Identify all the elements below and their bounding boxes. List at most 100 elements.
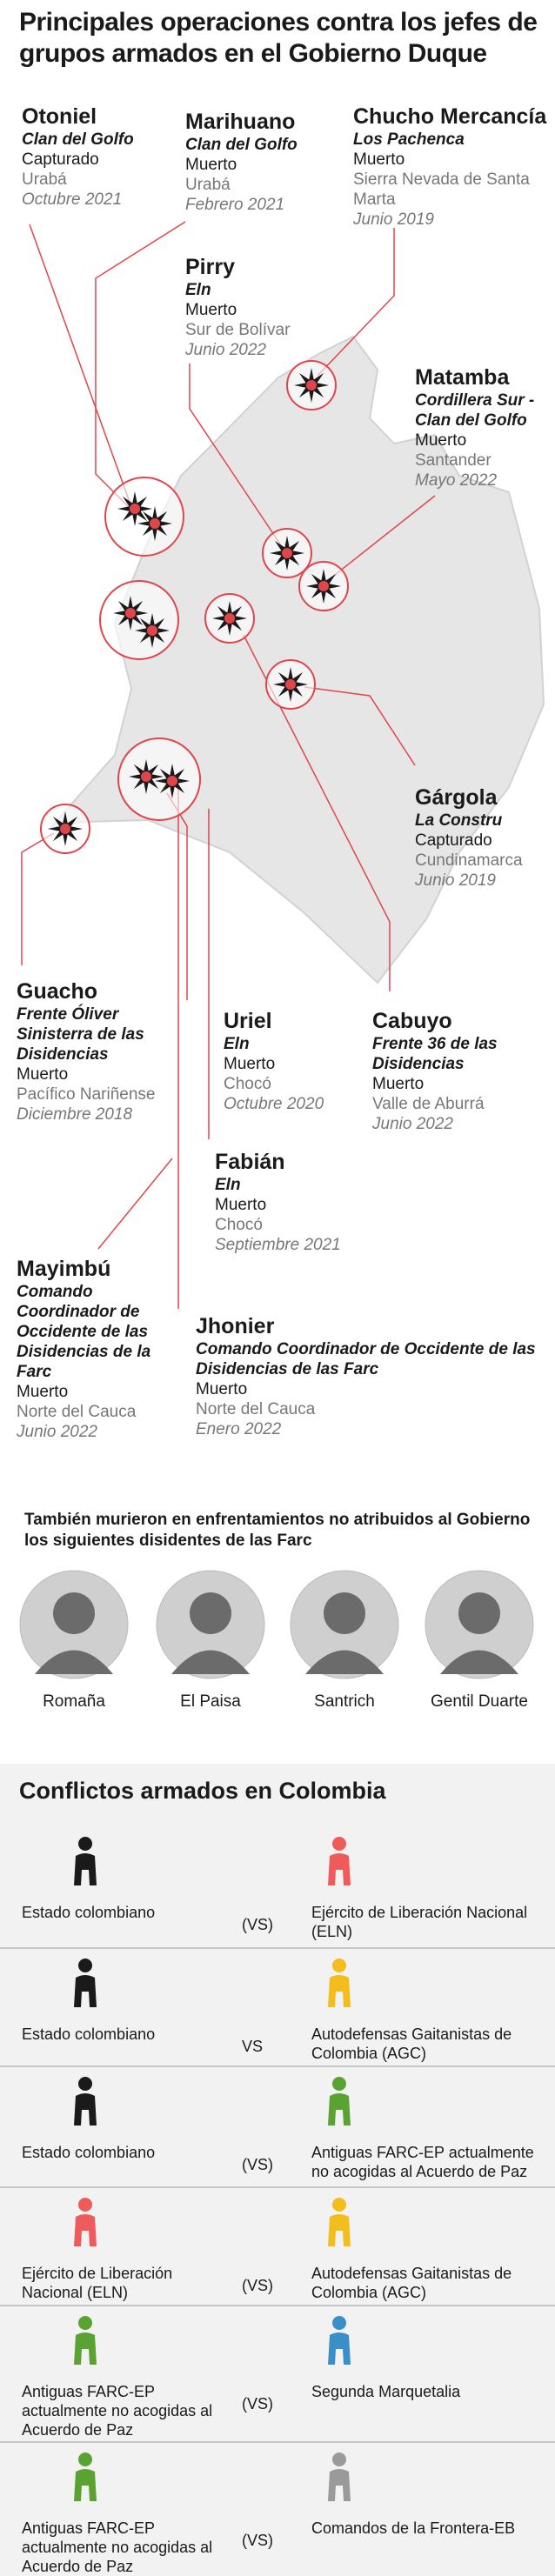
actor-icon bbox=[74, 2198, 97, 2246]
place: Chocó bbox=[224, 1075, 271, 1093]
place: Cundinamarca bbox=[415, 851, 523, 870]
operation: Fabián Eln Muerto Chocó Septiembre 2021 bbox=[215, 1149, 371, 1255]
marker-center bbox=[285, 679, 296, 690]
place: Santander bbox=[415, 451, 491, 470]
status: Muerto bbox=[353, 150, 405, 169]
status: Muerto bbox=[185, 156, 237, 174]
map bbox=[21, 221, 545, 1309]
icon-head bbox=[332, 2198, 346, 2212]
icon-head bbox=[332, 1837, 346, 1851]
person-name: Santrich bbox=[314, 1692, 375, 1711]
marker-center bbox=[306, 380, 317, 390]
status: Muerto bbox=[17, 1065, 69, 1084]
place: Urabá bbox=[185, 176, 231, 194]
cluster-ring bbox=[104, 477, 184, 557]
leader-name: Jhonier bbox=[196, 1314, 275, 1338]
versus: (VS) bbox=[242, 2532, 273, 2549]
place: Norte del Cauca bbox=[196, 1400, 316, 1418]
leader-name: Chucho Mercancía bbox=[353, 104, 547, 129]
status: Muerto bbox=[185, 301, 237, 319]
icon-body bbox=[328, 1975, 351, 2007]
armed-group: Los Pachenca bbox=[353, 130, 465, 149]
icon-head bbox=[78, 2316, 92, 2330]
leader-name: Otoniel bbox=[22, 104, 97, 129]
date: Junio 2022 bbox=[17, 1423, 97, 1441]
status: Capturado bbox=[415, 831, 492, 850]
leader-name: Guacho bbox=[17, 979, 98, 1004]
date: Septiembre 2021 bbox=[215, 1236, 341, 1254]
icon-head bbox=[332, 2453, 346, 2466]
leader-name: Mayimbú bbox=[17, 1257, 111, 1281]
armed-group: Eln bbox=[215, 1176, 241, 1194]
icon-head bbox=[332, 2316, 346, 2330]
note: También murieron en enfrentamientos no a… bbox=[24, 1511, 531, 1550]
armed-group: Cordillera Sur - Clan del Golfo bbox=[415, 391, 535, 430]
date: Junio 2019 bbox=[415, 871, 496, 890]
operation: Mayimbú Comando Coordinador de Occidente … bbox=[17, 1256, 169, 1442]
actor-right: Comandos de la Frontera-EB bbox=[311, 2519, 516, 2537]
icon-body bbox=[74, 2469, 97, 2501]
icon-body bbox=[74, 1853, 97, 1885]
icon-head bbox=[78, 2077, 92, 2091]
versus: (VS) bbox=[242, 1916, 273, 1933]
icon-head bbox=[78, 2198, 92, 2212]
status: Muerto bbox=[415, 431, 467, 450]
leader-name: Marihuano bbox=[185, 110, 296, 134]
marker-center bbox=[130, 504, 140, 514]
actor-left: Estado colombiano bbox=[22, 2144, 156, 2161]
icon-head bbox=[332, 1959, 346, 1972]
actor-icon bbox=[328, 2077, 351, 2126]
actor-icon bbox=[74, 2316, 97, 2365]
status: Muerto bbox=[372, 1075, 425, 1093]
date: Junio 2022 bbox=[185, 341, 266, 359]
operation: Pirry Eln Muerto Sur de Bolívar Junio 2022 bbox=[185, 254, 342, 360]
status: Muerto bbox=[196, 1380, 248, 1398]
armed-group: Comando Coordinador de Occidente de las … bbox=[17, 1283, 151, 1381]
leader-name: Fabián bbox=[215, 1150, 285, 1174]
operation: Gárgola La Constru Capturado Cundinamarca Ju… bbox=[415, 784, 554, 891]
actor-right: Segunda Marquetalia bbox=[311, 2383, 461, 2400]
actor-right: Ejército de Liberación Nacional (ELN) bbox=[311, 1904, 528, 1940]
status: Capturado bbox=[22, 150, 99, 169]
icon-head bbox=[78, 2453, 92, 2466]
actor-left: Antiguas FARC-EP actualmente no acogidas… bbox=[22, 2519, 213, 2575]
operation: Guacho Frente Óliver Sinisterra de las Di… bbox=[17, 978, 173, 1124]
place: Urabá bbox=[22, 170, 67, 189]
status: Muerto bbox=[224, 1055, 276, 1073]
actor-icon bbox=[74, 1837, 97, 1885]
place: Sur de Bolívar bbox=[185, 321, 291, 339]
actor-left: Estado colombiano bbox=[22, 2025, 156, 2043]
marker-center bbox=[147, 625, 157, 636]
actor-left: Antiguas FARC-EP actualmente no acogidas… bbox=[22, 2383, 213, 2439]
marker-center bbox=[318, 581, 329, 591]
armed-group: Comando Coordinador de Occidente de las … bbox=[196, 1340, 536, 1378]
icon-body bbox=[74, 2214, 97, 2246]
actor-icon bbox=[328, 1837, 351, 1885]
place: Sierra Nevada de Santa Marta bbox=[353, 170, 530, 209]
actor-icon bbox=[328, 1959, 351, 2007]
status: Muerto bbox=[215, 1196, 267, 1214]
operation: Jhonier Comando Coordinador de Occidente … bbox=[196, 1313, 544, 1439]
icon-body bbox=[328, 2469, 351, 2501]
conflicts-title: Conflictos armados en Colombia bbox=[19, 1778, 386, 1804]
person-name: Romaña bbox=[43, 1692, 105, 1711]
armed-group: Clan del Golfo bbox=[185, 136, 298, 154]
place: Norte del Cauca bbox=[17, 1403, 137, 1421]
date: Mayo 2022 bbox=[415, 471, 498, 490]
actor-icon bbox=[74, 2453, 97, 2501]
leader-name: Pirry bbox=[185, 255, 235, 279]
armed-group: Clan del Golfo bbox=[22, 130, 134, 149]
armed-group: Frente 36 de las Disidencias bbox=[372, 1035, 498, 1073]
marker-center bbox=[125, 608, 136, 618]
armed-group: Eln bbox=[224, 1035, 250, 1053]
actor-right: Autodefensas Gaitanistas de Colombia (AG… bbox=[311, 2265, 512, 2301]
title: Principales operaciones contra los jefes… bbox=[19, 8, 538, 68]
status: Muerto bbox=[17, 1383, 69, 1401]
actor-icon bbox=[328, 2316, 351, 2365]
versus: (VS) bbox=[242, 2156, 273, 2173]
marker-center bbox=[224, 613, 235, 624]
icon-body bbox=[74, 2093, 97, 2126]
actor-icon bbox=[74, 2077, 97, 2126]
leader-name: Cabuyo bbox=[372, 1009, 452, 1033]
operation: Uriel Eln Muerto Chocó Octubre 2020 bbox=[224, 1008, 354, 1114]
